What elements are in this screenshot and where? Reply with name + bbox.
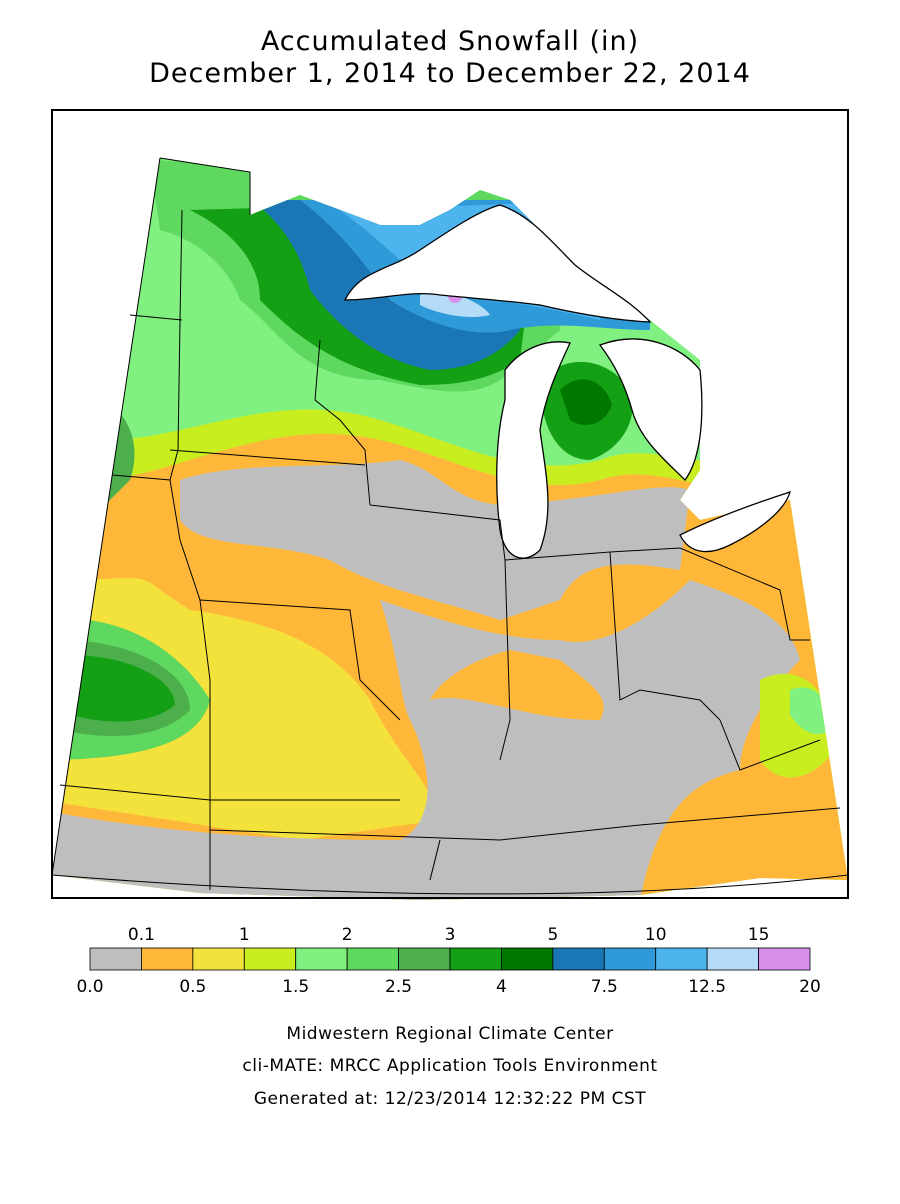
legend-swatch: [706, 947, 759, 971]
legend-swatch: [346, 947, 399, 971]
band: [420, 291, 490, 317]
lake: [598, 338, 703, 481]
band: [180, 460, 690, 620]
legend: 0.0 0.1 0.5 1 1.5 2 2.5 3 4 5 7.5 10 12.5 15 20: [76, 925, 820, 997]
legend-label: 10: [645, 925, 667, 945]
legend-swatch: [655, 947, 708, 971]
legend-label: 0.5: [179, 977, 206, 997]
title-line: December 1, 2014 to December 22, 2014: [149, 58, 751, 89]
map-frame: [51, 109, 849, 899]
legend-label: 4: [496, 977, 507, 997]
legend-swatch: [552, 947, 605, 971]
legend-label: 15: [748, 925, 770, 945]
legend-label: 2: [342, 925, 353, 945]
lake: [343, 204, 652, 323]
legend-label: 0.0: [76, 977, 103, 997]
lake: [679, 491, 791, 553]
legend-label: 3: [445, 925, 456, 945]
band: [52, 580, 800, 900]
legend-label: 7.5: [591, 977, 618, 997]
legend-swatch: [603, 947, 657, 971]
legend-label: 12.5: [688, 977, 726, 997]
band: [70, 655, 175, 722]
band: [790, 687, 830, 735]
legend-label: 1: [239, 925, 250, 945]
footer-line: cli-MATE: MRCC Application Tools Environ…: [242, 1056, 657, 1076]
legend-swatch: [398, 947, 451, 971]
lake: [496, 341, 571, 559]
map-edge: [51, 110, 849, 895]
legend-label: 2.5: [385, 977, 412, 997]
legend-swatch: [449, 947, 502, 971]
band: [560, 379, 612, 425]
borders: [59, 157, 841, 890]
legend-swatch: [501, 947, 554, 971]
footer-line: Generated at: 12/23/2014 12:32:22 PM CST: [254, 1089, 646, 1109]
legend-label: 1.5: [282, 977, 309, 997]
legend-swatch: [89, 947, 142, 971]
legend-swatch: [295, 947, 348, 971]
legend-swatch: [141, 947, 194, 971]
title-line: Accumulated Snowfall (in): [261, 26, 639, 57]
band: [430, 650, 604, 720]
legend-swatch: [192, 947, 245, 971]
legend-label: 5: [547, 925, 558, 945]
legend-swatch: [758, 947, 811, 971]
legend-label: 20: [799, 977, 821, 997]
footer-line: Midwestern Regional Climate Center: [286, 1024, 613, 1044]
legend-swatch: [243, 947, 297, 971]
legend-label: 0.1: [128, 925, 155, 945]
lakes: [343, 204, 791, 559]
band: [52, 560, 440, 840]
